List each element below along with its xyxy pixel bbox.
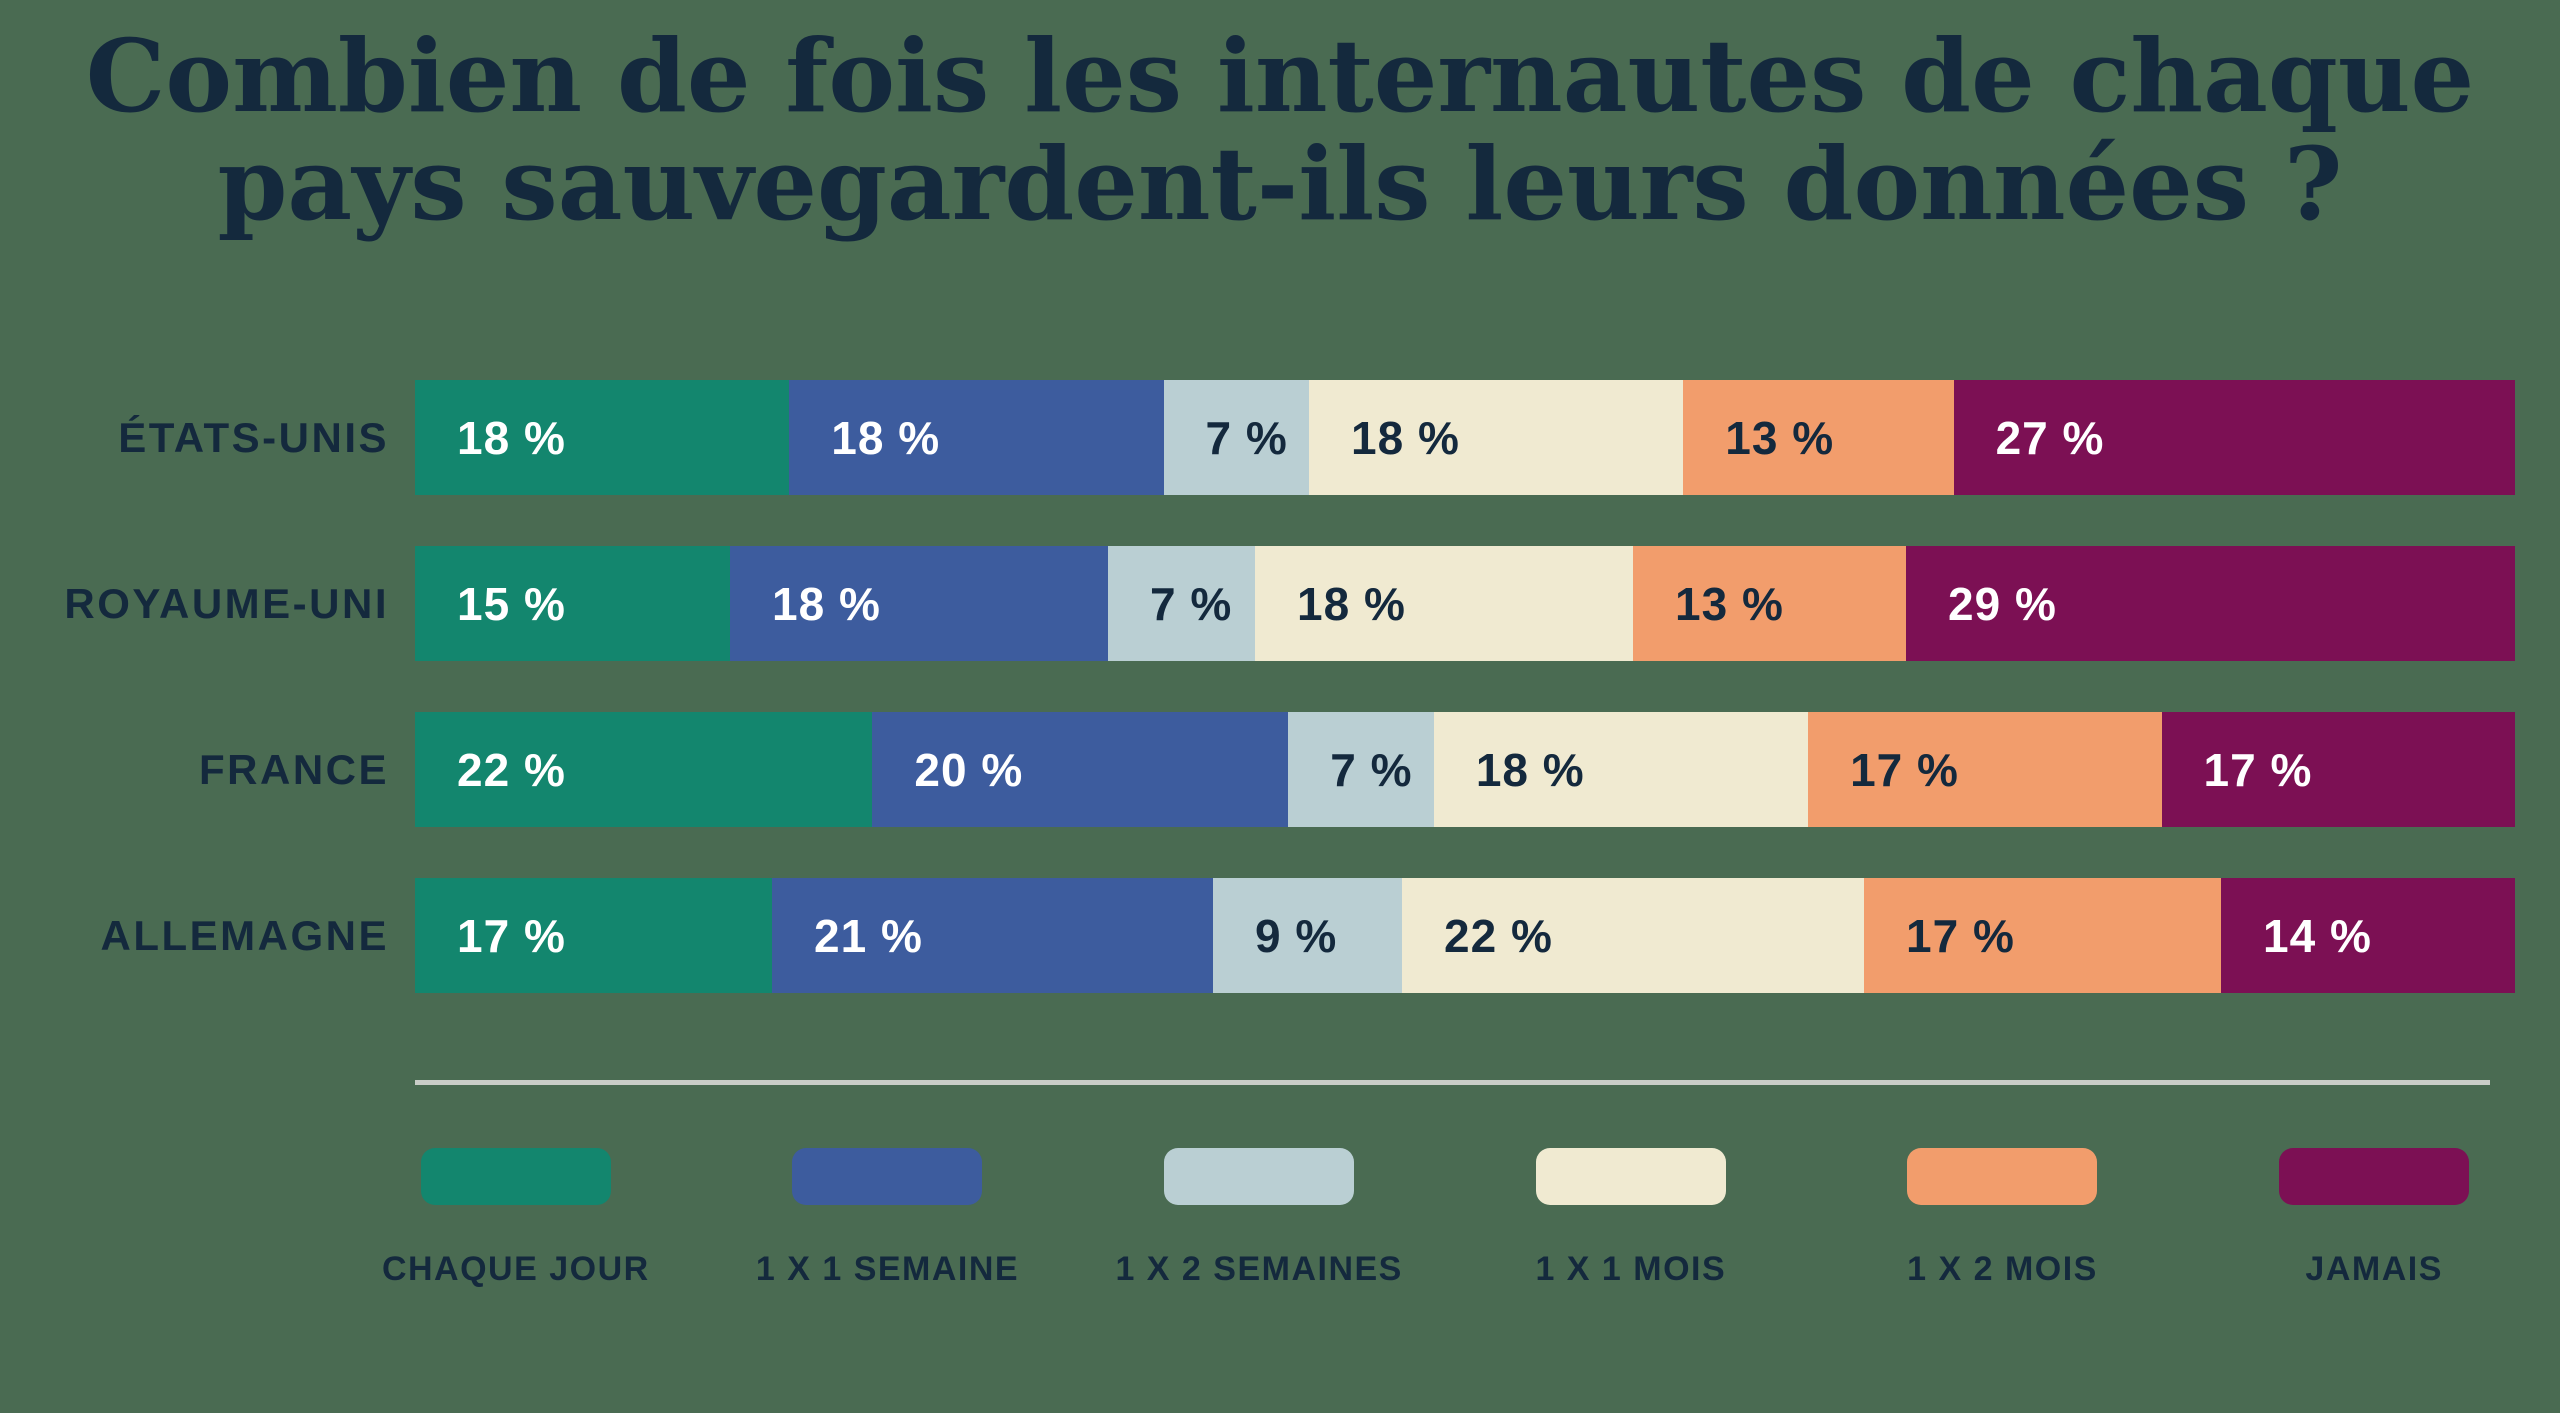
legend-label: 1 X 1 MOIS bbox=[1535, 1250, 1727, 1288]
legend-item: 1 X 2 MOIS bbox=[1817, 1148, 2189, 1289]
bar-segment: 14 % bbox=[2221, 878, 2515, 993]
stacked-bar: 17 % 21 % 9 % 22 % 17 % 14 % bbox=[415, 878, 2515, 993]
legend-swatch bbox=[1164, 1148, 1355, 1205]
stacked-bar-chart: ÉTATS-UNIS 18 % 18 % 7 % 18 % 13 % 27 % ROYAUME… bbox=[0, 380, 2560, 993]
legend-divider bbox=[415, 1080, 2490, 1085]
stacked-bar: 22 % 20 % 7 % 18 % 17 % 17 % bbox=[415, 712, 2515, 827]
legend-item: 1 X 1 SEMAINE bbox=[702, 1148, 1074, 1289]
segment-value: 18 % bbox=[772, 577, 881, 630]
legend-item: CHAQUE JOUR bbox=[330, 1148, 702, 1289]
legend-label: 1 X 1 SEMAINE bbox=[755, 1250, 1020, 1288]
legend-item: 1 X 1 MOIS bbox=[1445, 1148, 1817, 1289]
chart-title-line1: Combien de fois les internautes de chaqu… bbox=[85, 17, 2475, 135]
row-label: ROYAUME-UNI bbox=[64, 579, 389, 627]
bar-segment: 7 % bbox=[1288, 712, 1434, 827]
segment-value: 20 % bbox=[914, 743, 1024, 796]
legend-label: 1 X 2 MOIS bbox=[1907, 1250, 2098, 1288]
bar-segment: 22 % bbox=[1402, 878, 1864, 993]
segment-value: 18 % bbox=[1475, 743, 1585, 796]
bar-segment: 18 % bbox=[789, 380, 1164, 495]
segment-value: 13 % bbox=[1725, 411, 1835, 464]
legend-swatch bbox=[1907, 1148, 2098, 1205]
segment-value: 22 % bbox=[457, 743, 566, 796]
segment-value: 18 % bbox=[1297, 577, 1406, 630]
chart-row: FRANCE 22 % 20 % 7 % 18 % 17 % 17 % bbox=[0, 712, 2560, 827]
segment-value: 17 % bbox=[1906, 909, 2015, 962]
bar-segment: 29 % bbox=[1906, 546, 2515, 661]
bar-segment: 21 % bbox=[772, 878, 1213, 993]
legend-label: JAMAIS bbox=[2305, 1250, 2443, 1288]
segment-value: 14 % bbox=[2263, 909, 2372, 962]
chart-row: ROYAUME-UNI 15 % 18 % 7 % 18 % 13 % 29 % bbox=[0, 546, 2560, 661]
legend-label: 1 X 2 SEMAINES bbox=[1115, 1250, 1403, 1288]
segment-value: 17 % bbox=[1850, 743, 1959, 796]
row-label: ALLEMAGNE bbox=[100, 911, 389, 959]
legend-item: JAMAIS bbox=[2188, 1148, 2560, 1289]
row-label: FRANCE bbox=[199, 745, 389, 793]
stacked-bar: 18 % 18 % 7 % 18 % 13 % 27 % bbox=[415, 380, 2515, 495]
bar-segment: 7 % bbox=[1163, 380, 1310, 495]
bar-segment: 27 % bbox=[1953, 380, 2515, 495]
segment-value: 22 % bbox=[1444, 909, 1553, 962]
chart-title: Combien de fois les internautes de chaqu… bbox=[0, 0, 2560, 238]
bar-segment: 18 % bbox=[1433, 712, 1809, 827]
segment-value: 7 % bbox=[1150, 577, 1233, 630]
bar-segment: 13 % bbox=[1633, 546, 1906, 661]
bar-segment: 18 % bbox=[1309, 380, 1684, 495]
bar-segment: 13 % bbox=[1683, 380, 1954, 495]
bar-segment: 22 % bbox=[415, 712, 873, 827]
segment-value: 9 % bbox=[1255, 909, 1338, 962]
row-label: ÉTATS-UNIS bbox=[118, 413, 389, 461]
bar-segment: 20 % bbox=[872, 712, 1289, 827]
chart-row: ÉTATS-UNIS 18 % 18 % 7 % 18 % 13 % 27 % bbox=[0, 380, 2560, 495]
segment-value: 7 % bbox=[1330, 743, 1413, 796]
segment-value: 7 % bbox=[1205, 411, 1288, 464]
infographic: Combien de fois les internautes de chaqu… bbox=[0, 0, 2560, 1289]
bar-segment: 17 % bbox=[415, 878, 772, 993]
legend-swatch bbox=[2279, 1148, 2470, 1205]
segment-value: 13 % bbox=[1675, 577, 1784, 630]
bar-segment: 18 % bbox=[730, 546, 1108, 661]
segment-value: 17 % bbox=[457, 909, 566, 962]
segment-value: 18 % bbox=[457, 411, 566, 464]
bar-segment: 18 % bbox=[415, 380, 790, 495]
segment-value: 18 % bbox=[831, 411, 941, 464]
legend-swatch bbox=[1535, 1148, 1726, 1205]
segment-value: 21 % bbox=[814, 909, 923, 962]
segment-value: 27 % bbox=[1995, 411, 2105, 464]
legend: CHAQUE JOUR 1 X 1 SEMAINE 1 X 2 SEMAINES 1 … bbox=[330, 1148, 2560, 1289]
legend-label: CHAQUE JOUR bbox=[381, 1250, 650, 1288]
bar-segment: 9 % bbox=[1213, 878, 1402, 993]
stacked-bar: 15 % 18 % 7 % 18 % 13 % 29 % bbox=[415, 546, 2515, 661]
bar-segment: 7 % bbox=[1108, 546, 1255, 661]
bar-segment: 17 % bbox=[1864, 878, 2221, 993]
segment-value: 17 % bbox=[2203, 743, 2313, 796]
bar-segment: 15 % bbox=[415, 546, 730, 661]
legend-swatch bbox=[792, 1148, 983, 1205]
chart-row: ALLEMAGNE 17 % 21 % 9 % 22 % 17 % 14 % bbox=[0, 878, 2560, 993]
chart-title-line2: pays sauvegardent-ils leurs données ? bbox=[217, 125, 2343, 243]
segment-value: 29 % bbox=[1948, 577, 2057, 630]
bar-segment: 17 % bbox=[2161, 712, 2515, 827]
bar-segment: 18 % bbox=[1255, 546, 1633, 661]
legend-item: 1 X 2 SEMAINES bbox=[1073, 1148, 1445, 1289]
legend-swatch bbox=[420, 1148, 611, 1205]
segment-value: 15 % bbox=[457, 577, 566, 630]
segment-value: 18 % bbox=[1351, 411, 1460, 464]
bar-segment: 17 % bbox=[1808, 712, 2162, 827]
